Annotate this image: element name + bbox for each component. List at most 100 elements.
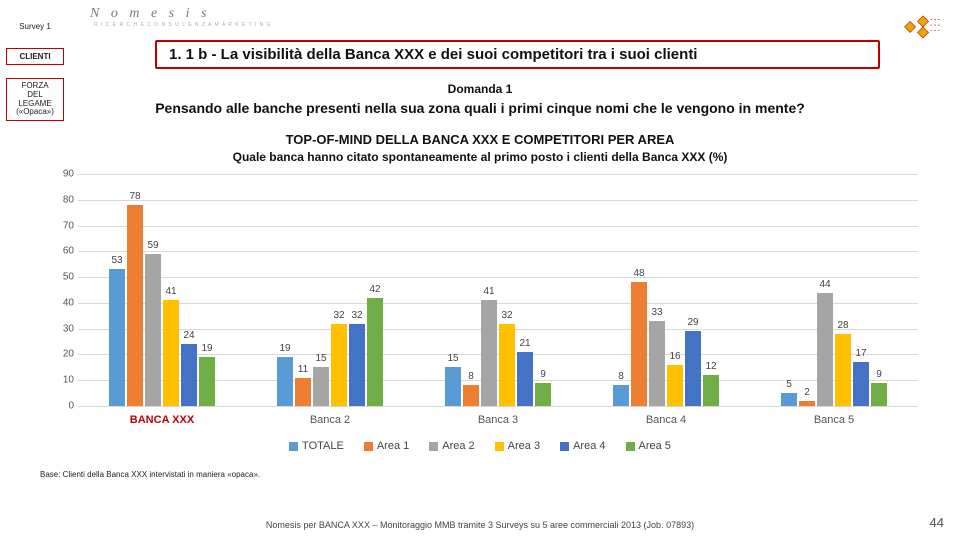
chart-bar: 8 [613, 385, 629, 406]
chart-bar-label: 24 [183, 330, 194, 341]
legend-swatch [560, 442, 569, 451]
logo-text: N o m e s i s [90, 6, 210, 22]
chart-bar: 41 [163, 300, 179, 406]
legend-label: Area 4 [573, 440, 605, 452]
chart-area: 0102030405060708090537859412419191115323… [48, 174, 918, 434]
legend-swatch [626, 442, 635, 451]
chart-ytick: 0 [50, 401, 74, 412]
chart-bar: 11 [295, 378, 311, 406]
legend-swatch [495, 442, 504, 451]
chart-bar: 32 [331, 324, 347, 406]
legend-label: TOTALE [302, 440, 344, 452]
chart-bar-label: 11 [298, 364, 308, 375]
corner-icon [904, 14, 942, 38]
chart-bar: 17 [853, 362, 869, 406]
chart-bar-label: 15 [447, 353, 458, 364]
chart-bar: 9 [535, 383, 551, 406]
chart-bar-label: 2 [804, 387, 810, 398]
legend-swatch [364, 442, 373, 451]
chart-ytick: 70 [50, 220, 74, 231]
chart-bar-label: 15 [315, 353, 326, 364]
chart-bar-label: 19 [279, 343, 290, 354]
chart-bar-label: 29 [687, 317, 698, 328]
chart-bar-label: 42 [369, 284, 380, 295]
chart-legend: TOTALE Area 1 Area 2 Area 3 Area 4 Area 5 [0, 440, 960, 452]
chart-bar: 28 [835, 334, 851, 406]
chart-group: 524428179 [750, 174, 918, 406]
chart-bar: 19 [199, 357, 215, 406]
chart-bar-label: 8 [618, 371, 624, 382]
chart-ytick: 20 [50, 349, 74, 360]
chart-bar-label: 48 [633, 268, 644, 279]
chart-groups: 5378594124191911153232421584132219848331… [78, 174, 918, 406]
legend-item: Area 1 [364, 440, 409, 452]
chart-bar-label: 32 [333, 310, 344, 321]
legend-label: Area 5 [639, 440, 671, 452]
chart-bar-label: 78 [129, 191, 140, 202]
sidebar-survey: Survey 1 [6, 22, 64, 31]
page: Survey 1 CLIENTI FORZADELLEGAME(«Opaca»)… [0, 0, 960, 540]
legend-label: Area 3 [508, 440, 540, 452]
chart-bar-label: 32 [501, 310, 512, 321]
chart-xlabel: Banca 2 [246, 414, 414, 426]
chart-plot: 0102030405060708090537859412419191115323… [78, 174, 918, 406]
chart-bar-label: 44 [819, 279, 830, 290]
chart-bar-label: 59 [147, 240, 158, 251]
chart-bar: 78 [127, 205, 143, 406]
chart-title: TOP-OF-MIND DELLA BANCA XXX E COMPETITOR… [0, 132, 960, 147]
chart-bar-label: 28 [837, 320, 848, 331]
chart-bar: 16 [667, 365, 683, 406]
chart-ytick: 30 [50, 323, 74, 334]
chart-bar-label: 53 [111, 255, 122, 266]
chart-bar: 29 [685, 331, 701, 406]
chart-bar-label: 32 [351, 310, 362, 321]
chart-bar-label: 9 [540, 369, 546, 380]
sidebar-clienti: CLIENTI [6, 48, 64, 65]
chart-subtitle: Quale banca hanno citato spontaneamente … [0, 150, 960, 164]
chart-ytick: 10 [50, 375, 74, 386]
chart-ytick: 50 [50, 272, 74, 283]
base-note: Base: Clienti della Banca XXX intervista… [40, 470, 260, 479]
chart-bar: 12 [703, 375, 719, 406]
chart-bar: 5 [781, 393, 797, 406]
question-text: Pensando alle banche presenti nella sua … [40, 100, 920, 116]
legend-label: Area 1 [377, 440, 409, 452]
chart-bar: 33 [649, 321, 665, 406]
legend-item: Area 3 [495, 440, 540, 452]
domanda-label: Domanda 1 [0, 82, 960, 96]
chart-group: 1584132219 [414, 174, 582, 406]
chart-bar: 59 [145, 254, 161, 406]
chart-bar: 15 [445, 367, 461, 406]
chart-bar-label: 9 [876, 369, 882, 380]
chart-xlabel: Banca 3 [414, 414, 582, 426]
title-bar: 1. 1 b - La visibilità della Banca XXX e… [155, 40, 880, 69]
chart-gridline [78, 406, 918, 407]
chart-bar-label: 5 [786, 379, 792, 390]
chart-bar: 21 [517, 352, 533, 406]
chart-bar-label: 19 [201, 343, 212, 354]
legend-item: Area 2 [429, 440, 474, 452]
chart-bar: 53 [109, 269, 125, 406]
legend-item: TOTALE [289, 440, 344, 452]
chart-bar: 2 [799, 401, 815, 406]
legend-item: Area 4 [560, 440, 605, 452]
chart-bar: 42 [367, 298, 383, 406]
chart-bar: 9 [871, 383, 887, 406]
legend-swatch [289, 442, 298, 451]
chart-bar: 48 [631, 282, 647, 406]
chart-bar-label: 16 [669, 351, 680, 362]
page-number: 44 [930, 515, 944, 530]
chart-group: 84833162912 [582, 174, 750, 406]
chart-bar-label: 41 [483, 286, 494, 297]
legend-item: Area 5 [626, 440, 671, 452]
chart-bar: 32 [349, 324, 365, 406]
chart-bar: 24 [181, 344, 197, 406]
chart-group: 191115323242 [246, 174, 414, 406]
chart-bar: 41 [481, 300, 497, 406]
chart-bar-label: 12 [705, 361, 716, 372]
chart-bar-label: 21 [519, 338, 530, 349]
chart-bar: 8 [463, 385, 479, 406]
chart-bar: 32 [499, 324, 515, 406]
chart-bar-label: 33 [651, 307, 662, 318]
footer-text: Nomesis per BANCA XXX – Monitoraggio MMB… [0, 520, 960, 530]
